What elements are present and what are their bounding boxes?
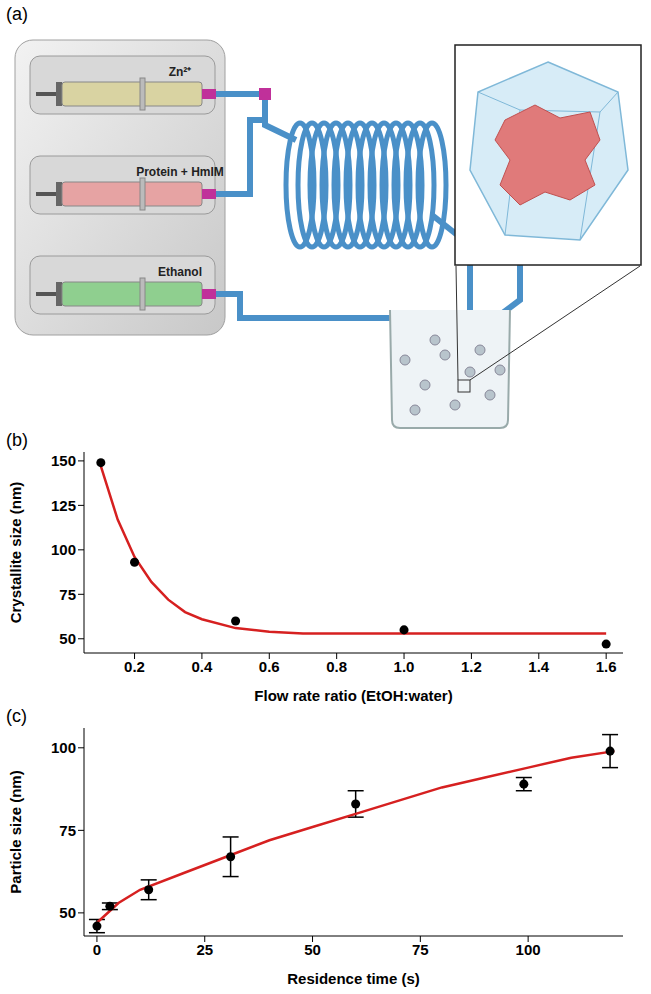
- svg-text:100: 100: [51, 739, 76, 756]
- svg-text:50: 50: [59, 904, 76, 921]
- svg-text:Ethanol: Ethanol: [158, 265, 202, 279]
- svg-text:50: 50: [304, 941, 321, 958]
- svg-text:100: 100: [51, 541, 76, 558]
- svg-text:0: 0: [93, 941, 101, 958]
- svg-text:25: 25: [196, 941, 213, 958]
- svg-text:125: 125: [51, 497, 76, 514]
- svg-text:0.4: 0.4: [191, 658, 213, 675]
- svg-text:1.6: 1.6: [596, 658, 617, 675]
- svg-text:(a): (a): [6, 4, 28, 24]
- svg-text:Flow rate ratio (EtOH:water): Flow rate ratio (EtOH:water): [254, 687, 452, 704]
- html-text:(b): (b): [6, 430, 28, 450]
- svg-text:1.4: 1.4: [528, 658, 550, 675]
- svg-text:150: 150: [51, 452, 76, 469]
- svg-text:0.6: 0.6: [259, 658, 280, 675]
- svg-text:Protein + HmIM: Protein + HmIM: [136, 165, 224, 179]
- svg-text:0.8: 0.8: [326, 658, 347, 675]
- html-text:(c): (c): [6, 706, 27, 726]
- svg-text:75: 75: [59, 822, 76, 839]
- svg-text:1.2: 1.2: [461, 658, 482, 675]
- svg-text:Zn²⁺: Zn²⁺: [169, 65, 192, 79]
- svg-text:50: 50: [59, 630, 76, 647]
- svg-text:Crystallite size (nm): Crystallite size (nm): [7, 482, 24, 624]
- svg-text:1.0: 1.0: [394, 658, 415, 675]
- svg-text:0.2: 0.2: [124, 658, 145, 675]
- svg-text:100: 100: [516, 941, 541, 958]
- svg-text:75: 75: [59, 586, 76, 603]
- svg-text:Particle size (nm): Particle size (nm): [7, 770, 24, 893]
- svg-text:Residence time (s): Residence time (s): [287, 970, 420, 987]
- svg-text:75: 75: [412, 941, 429, 958]
